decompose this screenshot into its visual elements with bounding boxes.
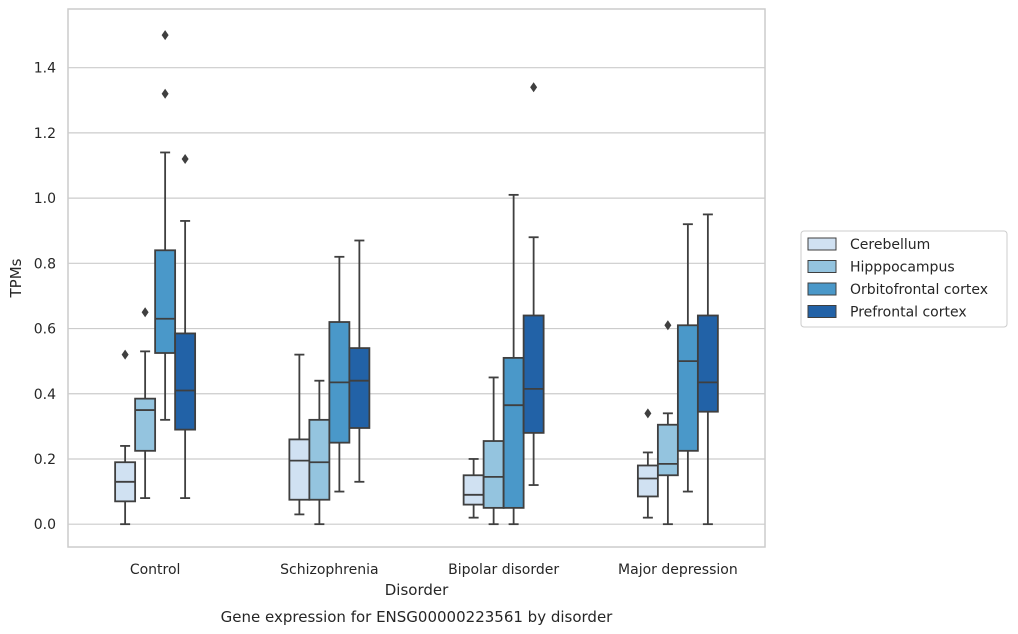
y-tick-label: 1.2 bbox=[34, 126, 56, 142]
plot-frame bbox=[67, 8, 766, 548]
iqr-box bbox=[636, 464, 659, 498]
x-tick-label: Schizophrenia bbox=[280, 562, 378, 578]
legend-label: Orbitofrontal cortex bbox=[850, 282, 988, 298]
y-tick-label: 1.4 bbox=[34, 61, 56, 77]
legend-swatch bbox=[807, 305, 837, 318]
iqr-box bbox=[154, 249, 177, 354]
box-cerebellum bbox=[288, 353, 311, 516]
outlier-point bbox=[181, 153, 189, 164]
legend-label: Hipppocampus bbox=[850, 260, 955, 276]
chart-caption: Gene expression for ENSG00000223561 by d… bbox=[221, 608, 614, 626]
iqr-box bbox=[696, 314, 719, 413]
y-tick-label: 0.0 bbox=[34, 517, 56, 533]
outlier-point bbox=[530, 82, 538, 93]
box-orbitofrontal-cortex bbox=[154, 30, 177, 421]
legend: Cerebellum Hipppocampus Orbitofrontal cort… bbox=[800, 230, 1008, 328]
iqr-box bbox=[174, 332, 197, 431]
box-prefrontal-cortex bbox=[174, 153, 197, 499]
box-cerebellum bbox=[462, 458, 485, 519]
box-prefrontal-cortex bbox=[522, 82, 545, 486]
legend-label: Prefrontal cortex bbox=[850, 305, 967, 321]
box-hipppocampus bbox=[308, 379, 331, 526]
box-orbitofrontal-cortex bbox=[676, 223, 699, 493]
boxes bbox=[114, 30, 719, 526]
outlier-point bbox=[644, 408, 652, 419]
legend-swatch bbox=[807, 237, 837, 251]
box-prefrontal-cortex bbox=[696, 213, 719, 526]
box-cerebellum bbox=[114, 349, 137, 526]
box-hipppocampus bbox=[134, 307, 157, 499]
outlier-point bbox=[121, 349, 129, 360]
y-tick-labels: 0.0 0.2 0.4 0.6 0.8 1.0 1.2 1.4 bbox=[34, 61, 56, 533]
outlier-point bbox=[664, 320, 672, 331]
x-tick-label: Major depression bbox=[618, 562, 738, 578]
x-tick-label: Control bbox=[130, 562, 181, 578]
legend-swatch bbox=[807, 282, 837, 296]
y-tick-label: 0.8 bbox=[34, 256, 56, 272]
y-axis-label: TPMs bbox=[7, 258, 25, 298]
box-cerebellum bbox=[636, 408, 659, 519]
legend-label: Cerebellum bbox=[850, 237, 930, 253]
y-tick-label: 0.6 bbox=[34, 322, 56, 338]
iqr-box bbox=[134, 397, 157, 452]
legend-frame bbox=[800, 230, 1008, 328]
box-prefrontal-cortex bbox=[348, 239, 371, 483]
iqr-box bbox=[348, 347, 371, 429]
iqr-box bbox=[676, 324, 699, 452]
y-tick-label: 0.4 bbox=[34, 387, 56, 403]
iqr-box bbox=[288, 438, 311, 501]
box-orbitofrontal-cortex bbox=[328, 255, 351, 493]
iqr-box bbox=[522, 314, 545, 434]
box-orbitofrontal-cortex bbox=[502, 193, 525, 526]
y-tick-label: 0.2 bbox=[34, 452, 56, 468]
iqr-box bbox=[482, 440, 505, 509]
box-hipppocampus bbox=[482, 376, 505, 526]
box-hipppocampus bbox=[656, 320, 679, 526]
x-axis-label: Disorder bbox=[385, 581, 449, 599]
iqr-box bbox=[308, 418, 331, 501]
outlier-point bbox=[161, 30, 169, 41]
x-tick-labels: Control Schizophrenia Bipolar disorder Majo… bbox=[130, 562, 738, 578]
y-tick-label: 1.0 bbox=[34, 191, 56, 207]
x-tick-label: Bipolar disorder bbox=[448, 562, 559, 578]
iqr-box bbox=[462, 474, 485, 506]
iqr-box bbox=[656, 423, 679, 477]
outlier-point bbox=[161, 88, 169, 99]
legend-swatch bbox=[807, 260, 837, 273]
iqr-box bbox=[502, 356, 525, 509]
outlier-point bbox=[141, 307, 149, 318]
